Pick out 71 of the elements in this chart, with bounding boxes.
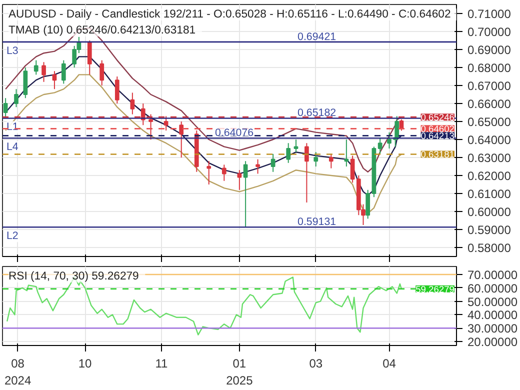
- candlestick: [206, 160, 212, 185]
- chart-title: RSI (14, 70, 30) 59.26279: [8, 270, 139, 282]
- y-tick-label: 0.67000: [468, 79, 512, 93]
- candlestick: [387, 132, 392, 149]
- candlestick: [286, 142, 291, 164]
- candlestick: [243, 160, 248, 228]
- candlestick: [394, 116, 400, 140]
- y-tick-label: 60.00000: [468, 281, 518, 296]
- y-tick-label: 20.00000: [468, 334, 518, 349]
- text: TMAB (10) 0.65246/0.64213/0.63181: [8, 24, 196, 36]
- candlestick: [42, 62, 46, 82]
- y-tick-label: 0.59000: [468, 223, 512, 237]
- candlestick: [366, 189, 370, 220]
- annotation: 0.65182: [298, 107, 336, 120]
- y-tick-label: 50.00000: [468, 294, 518, 309]
- annotation: 0.69421: [298, 30, 336, 43]
- ref-line-label: 0.65246: [420, 112, 455, 123]
- y-tick-label: 0.68000: [468, 61, 512, 75]
- x-tick-label: 03: [309, 356, 323, 370]
- x-tick-label: 01 2025: [226, 356, 254, 388]
- ref-line-label: L3: [6, 44, 18, 57]
- candlestick: [350, 155, 355, 184]
- candlestick: [328, 153, 334, 169]
- candlestick: [23, 67, 28, 99]
- y-tick-label: 0.66000: [468, 97, 512, 111]
- candlestick: [114, 76, 120, 104]
- ref-line-label: 59.26279: [416, 284, 455, 294]
- candlestick: [179, 121, 184, 158]
- candlestick: [148, 114, 153, 140]
- y-tick-label: 0.69000: [468, 43, 512, 57]
- y-tick-label: 0.70000: [468, 25, 512, 39]
- candlestick: [164, 116, 168, 131]
- candlestick: [314, 152, 318, 167]
- candlestick: [52, 70, 57, 90]
- y-tick-label: 40.00000: [468, 308, 518, 322]
- candlestick: [378, 137, 382, 154]
- chart-title: AUDUSD - Daily - Candlestick 192/211 - O:0.65028 - H:0.65116 - L:0.64490 - C:0.64602: [8, 8, 451, 20]
- y-tick-label: 0.62000: [468, 169, 512, 183]
- candlestick: [294, 139, 298, 153]
- y-tick-label: 0.63000: [468, 151, 512, 165]
- candlestick: [87, 40, 92, 76]
- x-tick-label: 10: [78, 356, 92, 370]
- candlestick: [256, 158, 260, 174]
- ref-line-label: L2: [6, 230, 18, 242]
- candlestick: [270, 153, 276, 172]
- ref-line-label: L4: [6, 141, 18, 154]
- candlestick: [61, 60, 66, 84]
- y-tick-label: 0.58000: [468, 241, 512, 255]
- y-tick-label: 0.65000: [468, 115, 512, 129]
- candlestick: [3, 98, 8, 118]
- ref-line-label: 0.63181: [420, 150, 455, 160]
- candlestick: [100, 60, 104, 86]
- candlestick: [14, 88, 18, 108]
- candlestick: [34, 60, 38, 76]
- candlestick: [237, 170, 242, 190]
- y-tick-label: 0.61000: [468, 187, 512, 201]
- y-tick-label: 0.71000: [468, 7, 512, 21]
- x-tick-label: 11: [155, 356, 168, 370]
- y-tick-label: 0.60000: [468, 205, 512, 219]
- y-tick-label: 70.00000: [468, 268, 518, 282]
- annotation: 0.59131: [298, 216, 336, 228]
- y-tick-label: 30.00000: [468, 322, 518, 336]
- candlestick: [304, 142, 309, 203]
- ref-line-label: 0.64213: [420, 131, 455, 142]
- x-tick-label: 04: [382, 356, 396, 370]
- candlestick: [72, 45, 77, 68]
- annotation: 0.64076: [214, 127, 254, 140]
- candlestick: [222, 164, 226, 182]
- y-tick-label: 0.64000: [468, 133, 512, 147]
- x-tick-label: 08 2024: [4, 356, 32, 388]
- candlestick: [130, 92, 135, 115]
